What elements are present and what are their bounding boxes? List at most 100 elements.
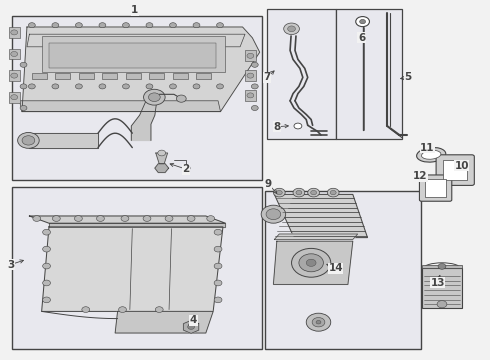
Circle shape xyxy=(306,259,316,266)
Text: 14: 14 xyxy=(328,263,343,273)
Bar xyxy=(149,73,164,79)
Bar xyxy=(126,73,141,79)
Polygon shape xyxy=(29,133,98,148)
Circle shape xyxy=(356,17,369,27)
Ellipse shape xyxy=(421,150,441,159)
Circle shape xyxy=(266,209,281,220)
Bar xyxy=(336,9,402,139)
Polygon shape xyxy=(27,34,245,47)
Bar xyxy=(265,191,421,349)
Polygon shape xyxy=(131,101,157,140)
Polygon shape xyxy=(155,164,169,172)
Circle shape xyxy=(261,205,286,223)
Circle shape xyxy=(155,307,163,312)
Circle shape xyxy=(11,30,18,35)
Bar xyxy=(245,90,256,101)
Circle shape xyxy=(97,216,104,221)
Circle shape xyxy=(99,84,106,89)
Circle shape xyxy=(43,246,50,252)
Circle shape xyxy=(311,190,317,195)
Text: 5: 5 xyxy=(405,72,412,82)
Circle shape xyxy=(437,301,447,308)
Circle shape xyxy=(273,188,285,197)
Circle shape xyxy=(276,190,282,195)
Circle shape xyxy=(312,318,325,327)
Circle shape xyxy=(214,263,222,269)
Circle shape xyxy=(327,188,339,197)
Bar xyxy=(9,27,20,38)
Circle shape xyxy=(122,23,129,28)
Circle shape xyxy=(247,93,254,98)
Circle shape xyxy=(187,216,195,221)
Circle shape xyxy=(217,23,223,28)
Circle shape xyxy=(308,188,319,197)
Bar xyxy=(173,73,188,79)
Text: 8: 8 xyxy=(273,122,280,132)
Circle shape xyxy=(316,320,321,324)
Bar xyxy=(245,50,256,61)
Bar xyxy=(49,43,216,68)
Ellipse shape xyxy=(416,148,446,162)
Circle shape xyxy=(214,280,222,286)
Bar xyxy=(55,73,70,79)
Text: 3: 3 xyxy=(7,260,14,270)
Circle shape xyxy=(74,216,82,221)
Polygon shape xyxy=(274,234,358,239)
Circle shape xyxy=(299,254,323,272)
Circle shape xyxy=(214,229,222,235)
Circle shape xyxy=(82,307,90,312)
Circle shape xyxy=(20,62,27,67)
Circle shape xyxy=(296,190,302,195)
Circle shape xyxy=(11,73,18,78)
Circle shape xyxy=(251,84,258,89)
Circle shape xyxy=(20,84,27,89)
Circle shape xyxy=(75,84,82,89)
Polygon shape xyxy=(273,241,353,284)
Circle shape xyxy=(52,23,59,28)
Circle shape xyxy=(20,105,27,111)
Bar xyxy=(9,49,20,59)
Polygon shape xyxy=(42,227,223,311)
Polygon shape xyxy=(183,320,199,333)
Polygon shape xyxy=(20,101,220,112)
Text: 13: 13 xyxy=(430,278,445,288)
Circle shape xyxy=(99,23,106,28)
Circle shape xyxy=(251,62,258,67)
Bar xyxy=(425,179,446,197)
Polygon shape xyxy=(274,194,368,238)
Bar xyxy=(422,265,462,268)
Circle shape xyxy=(251,105,258,111)
Circle shape xyxy=(207,216,215,221)
Circle shape xyxy=(119,307,126,312)
Circle shape xyxy=(28,23,35,28)
Circle shape xyxy=(294,123,302,129)
Circle shape xyxy=(33,216,41,221)
Circle shape xyxy=(11,95,18,100)
Bar xyxy=(9,70,20,81)
Bar xyxy=(245,70,256,81)
Text: 12: 12 xyxy=(413,171,428,181)
Bar xyxy=(443,160,467,180)
Text: 6: 6 xyxy=(358,33,365,43)
Circle shape xyxy=(330,190,336,195)
Circle shape xyxy=(288,26,295,32)
Bar xyxy=(422,268,462,308)
Text: 7: 7 xyxy=(263,72,271,82)
FancyBboxPatch shape xyxy=(419,175,452,201)
Text: 10: 10 xyxy=(454,161,469,171)
Circle shape xyxy=(43,280,50,286)
Circle shape xyxy=(158,150,166,156)
Circle shape xyxy=(193,84,200,89)
Text: 9: 9 xyxy=(265,179,271,189)
Polygon shape xyxy=(22,27,260,112)
Circle shape xyxy=(143,216,151,221)
Text: 2: 2 xyxy=(183,164,190,174)
Circle shape xyxy=(122,84,129,89)
Circle shape xyxy=(293,188,305,197)
Circle shape xyxy=(11,51,18,57)
Circle shape xyxy=(292,248,331,277)
Circle shape xyxy=(165,216,173,221)
Circle shape xyxy=(247,53,254,58)
Circle shape xyxy=(247,73,254,78)
Circle shape xyxy=(438,264,446,269)
